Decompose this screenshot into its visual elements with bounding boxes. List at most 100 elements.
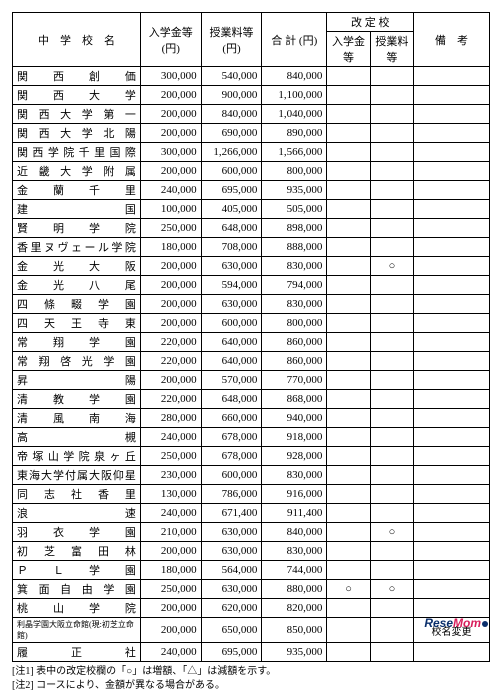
cell-rev2 [370, 643, 413, 662]
cell-rev1 [327, 643, 370, 662]
cell-fee2: 660,000 [201, 409, 262, 428]
cell-rev1 [327, 390, 370, 409]
cell-note [414, 466, 490, 485]
cell-fee2: 564,000 [201, 561, 262, 580]
cell-rev2: ○ [370, 580, 413, 599]
cell-rev2 [370, 276, 413, 295]
cell-note [414, 352, 490, 371]
cell-total: 820,000 [262, 599, 327, 618]
cell-fee2: 405,000 [201, 200, 262, 219]
cell-fee2: 671,400 [201, 504, 262, 523]
cell-total: 940,000 [262, 409, 327, 428]
cell-name: 初 芝 富 田 林 [13, 542, 141, 561]
cell-fee2: 900,000 [201, 86, 262, 105]
cell-fee2: 678,000 [201, 447, 262, 466]
cell-fee2: 690,000 [201, 124, 262, 143]
table-row: 香里ヌヴェール学院180,000708,000888,000 [13, 238, 490, 257]
table-row: 同 志 社 香 里130,000786,000916,000 [13, 485, 490, 504]
cell-note [414, 428, 490, 447]
cell-rev1 [327, 561, 370, 580]
cell-rev1 [327, 219, 370, 238]
cell-note [414, 542, 490, 561]
table-row: 帝塚山学院泉ヶ丘250,000678,000928,000 [13, 447, 490, 466]
cell-total: 1,040,000 [262, 105, 327, 124]
cell-name: 清 風 南 海 [13, 409, 141, 428]
cell-total: 880,000 [262, 580, 327, 599]
logo-re: Rese [424, 616, 453, 630]
tuition-table: 中 学 校 名 入学金等(円) 授業料等(円) 合 計 (円) 改 定 校 備 … [12, 12, 490, 662]
cell-note [414, 219, 490, 238]
table-row: 初 芝 富 田 林200,000630,000830,000 [13, 542, 490, 561]
cell-name: 浪 速 [13, 504, 141, 523]
cell-fee1: 240,000 [140, 428, 201, 447]
table-row: 建 国100,000405,000505,000 [13, 200, 490, 219]
cell-note [414, 181, 490, 200]
cell-fee1: 200,000 [140, 257, 201, 276]
cell-fee2: 678,000 [201, 428, 262, 447]
cell-rev2: ○ [370, 257, 413, 276]
cell-note [414, 643, 490, 662]
cell-fee1: 180,000 [140, 238, 201, 257]
cell-fee2: 600,000 [201, 314, 262, 333]
cell-rev2 [370, 333, 413, 352]
cell-fee1: 200,000 [140, 276, 201, 295]
cell-fee1: 230,000 [140, 466, 201, 485]
table-row: 四 天 王 寺 東200,000600,000800,000 [13, 314, 490, 333]
cell-fee1: 200,000 [140, 162, 201, 181]
cell-rev2 [370, 219, 413, 238]
cell-total: 898,000 [262, 219, 327, 238]
cell-fee2: 594,000 [201, 276, 262, 295]
table-row: 関西学院千里国際300,0001,266,0001,566,000 [13, 143, 490, 162]
header-rev1: 入学金等 [327, 32, 370, 67]
cell-rev1 [327, 162, 370, 181]
cell-rev1 [327, 276, 370, 295]
cell-rev2 [370, 561, 413, 580]
cell-rev1 [327, 124, 370, 143]
cell-total: 830,000 [262, 257, 327, 276]
cell-rev2 [370, 409, 413, 428]
note-2: [注2] コースにより、金額が異なる場合がある。 [12, 679, 490, 693]
cell-note [414, 371, 490, 390]
cell-fee2: 640,000 [201, 352, 262, 371]
cell-rev1 [327, 238, 370, 257]
cell-name: Ｐ Ｌ 学 園 [13, 561, 141, 580]
cell-name: 関 西 大 学 第 一 [13, 105, 141, 124]
cell-fee2: 650,000 [201, 618, 262, 643]
table-row: 関 西 大 学 第 一200,000840,0001,040,000 [13, 105, 490, 124]
logo-mom: Mom [453, 616, 481, 630]
cell-total: 918,000 [262, 428, 327, 447]
cell-rev2 [370, 314, 413, 333]
cell-fee1: 200,000 [140, 295, 201, 314]
cell-rev1 [327, 466, 370, 485]
cell-fee2: 630,000 [201, 542, 262, 561]
cell-rev2 [370, 238, 413, 257]
cell-rev2 [370, 428, 413, 447]
table-row: 高 槻240,000678,000918,000 [13, 428, 490, 447]
cell-rev2 [370, 599, 413, 618]
cell-total: 794,000 [262, 276, 327, 295]
cell-fee1: 200,000 [140, 371, 201, 390]
cell-fee2: 640,000 [201, 333, 262, 352]
table-row: 清 風 南 海280,000660,000940,000 [13, 409, 490, 428]
cell-fee2: 620,000 [201, 599, 262, 618]
cell-fee2: 630,000 [201, 257, 262, 276]
cell-fee1: 180,000 [140, 561, 201, 580]
cell-total: 830,000 [262, 295, 327, 314]
cell-total: 1,566,000 [262, 143, 327, 162]
cell-fee2: 600,000 [201, 162, 262, 181]
cell-fee2: 570,000 [201, 371, 262, 390]
table-row: 賢 明 学 院250,000648,000898,000 [13, 219, 490, 238]
cell-fee2: 540,000 [201, 67, 262, 86]
cell-name: 金 蘭 千 里 [13, 181, 141, 200]
cell-total: 830,000 [262, 542, 327, 561]
cell-note [414, 333, 490, 352]
cell-name: 履 正 社 [13, 643, 141, 662]
table-row: 関 西 創 価300,000540,000840,000 [13, 67, 490, 86]
cell-fee1: 250,000 [140, 219, 201, 238]
cell-rev1 [327, 257, 370, 276]
cell-total: 840,000 [262, 523, 327, 542]
cell-total: 770,000 [262, 371, 327, 390]
cell-rev2 [370, 390, 413, 409]
cell-fee2: 600,000 [201, 466, 262, 485]
cell-rev1 [327, 105, 370, 124]
